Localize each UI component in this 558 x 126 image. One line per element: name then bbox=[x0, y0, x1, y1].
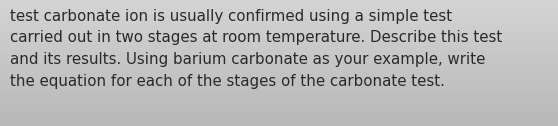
Text: test carbonate ion is usually confirmed using a simple test
carried out in two s: test carbonate ion is usually confirmed … bbox=[10, 9, 502, 89]
